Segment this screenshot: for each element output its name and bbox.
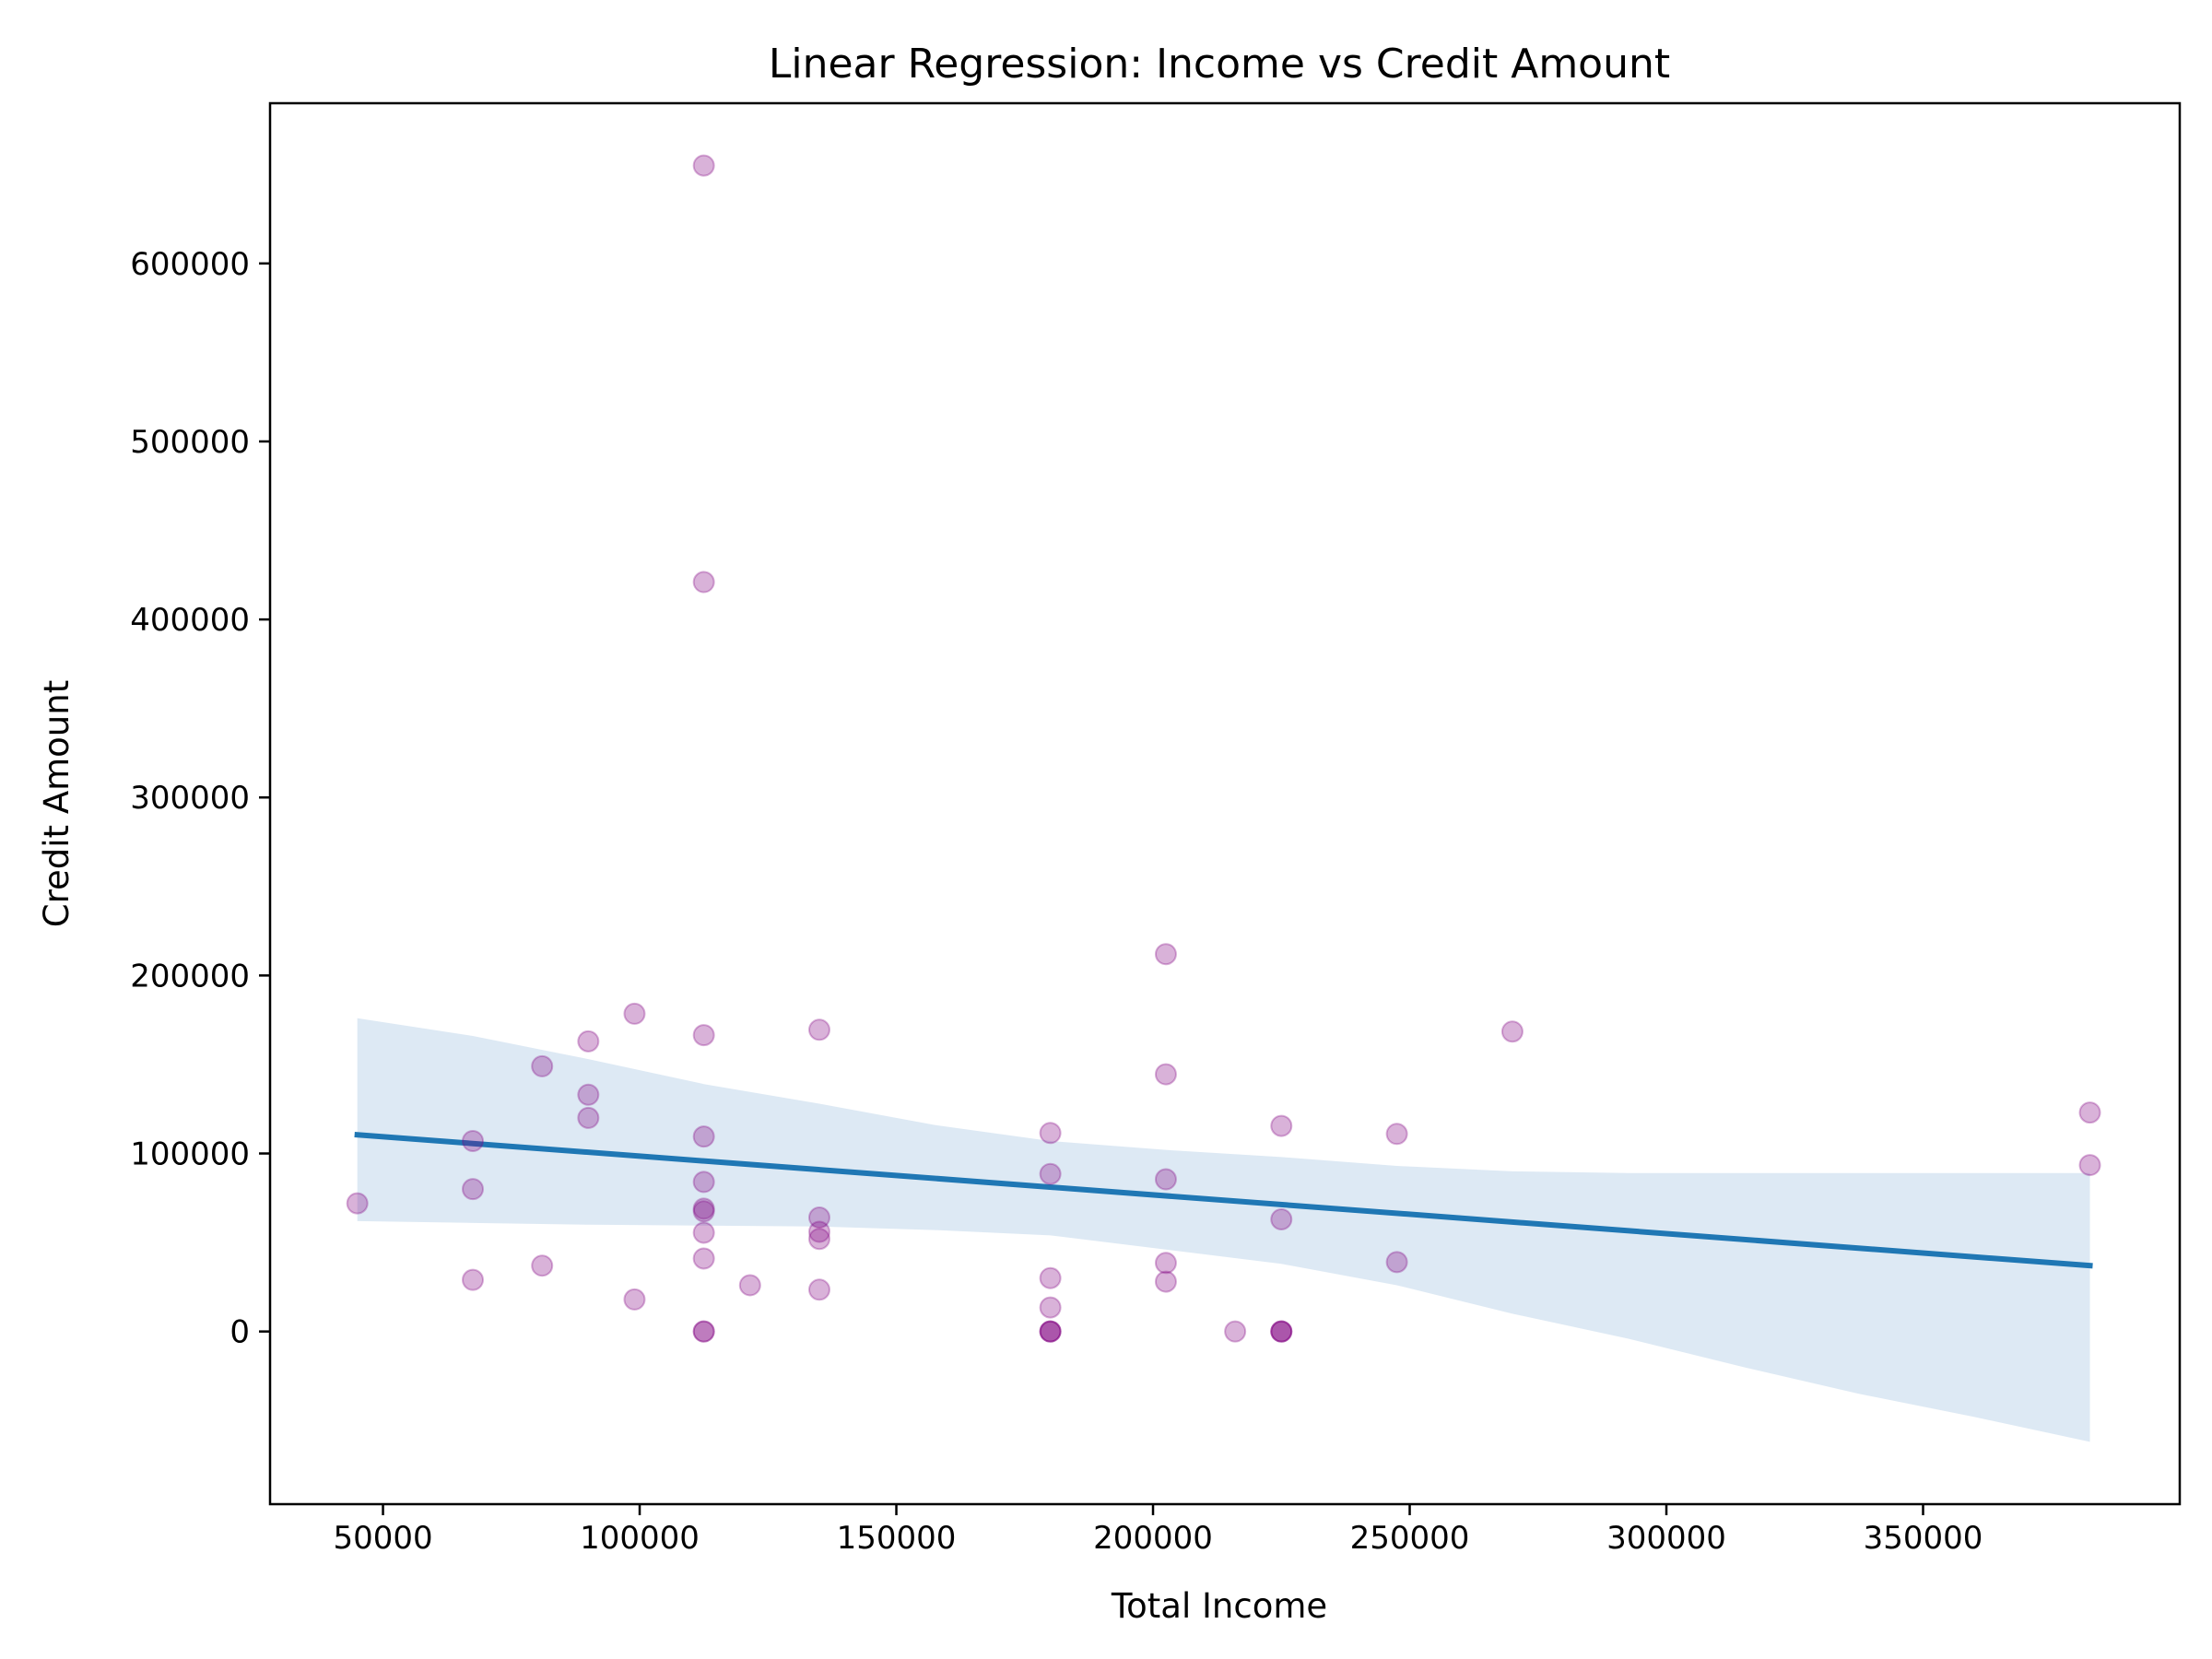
y-axis-label: Credit Amount: [37, 680, 76, 927]
scatter-point: [692, 1320, 715, 1343]
x-axis-ticks: 50000 100000 150000 200000 250000 300000 35000…: [333, 1504, 1983, 1557]
scatter-point: [692, 1200, 715, 1223]
y-tick-label: 200000: [130, 958, 250, 994]
scatter-point: [692, 571, 715, 594]
scatter-point: [1270, 1320, 1293, 1343]
scatter-point: [1270, 1207, 1293, 1230]
scatter-point: [1154, 1168, 1177, 1191]
scatter-point: [692, 1125, 715, 1148]
chart-title: Linear Regression: Income vs Credit Amou…: [769, 41, 1670, 88]
scatter-point: [623, 1002, 646, 1025]
y-tick-label: 600000: [130, 246, 250, 283]
regression-line: [354, 1132, 2093, 1269]
scatter-point: [1385, 1123, 1408, 1146]
scatter-points-layer: [346, 154, 2101, 1343]
scatter-point: [1270, 1320, 1293, 1343]
scatter-point: [1039, 1162, 1062, 1185]
regression-line-layer: [354, 1132, 2093, 1269]
scatter-point: [1154, 1270, 1177, 1293]
scatter-point: [577, 1106, 600, 1129]
y-axis-ticks: 0 100000 200000 300000 400000 500000 600000: [130, 246, 270, 1351]
confidence-band: [357, 1018, 2090, 1442]
scatter-point: [531, 1054, 554, 1077]
scatter-point: [462, 1129, 485, 1152]
scatter-point: [462, 1178, 485, 1201]
scatter-point: [1154, 1252, 1177, 1275]
y-tick-label: 100000: [130, 1136, 250, 1173]
scatter-point: [2078, 1154, 2101, 1177]
x-tick-label: 50000: [333, 1520, 432, 1557]
x-tick-label: 200000: [1093, 1520, 1213, 1557]
scatter-point: [807, 1220, 830, 1243]
x-tick-label: 150000: [837, 1520, 957, 1557]
scatter-point: [1154, 943, 1177, 966]
scatter-point: [1270, 1114, 1293, 1137]
scatter-point: [738, 1274, 761, 1297]
scatter-point: [577, 1030, 600, 1053]
x-tick-label: 300000: [1606, 1520, 1726, 1557]
scatter-point: [1270, 1320, 1293, 1343]
scatter-point: [692, 1221, 715, 1244]
scatter-point: [1385, 1251, 1408, 1274]
x-tick-label: 350000: [1864, 1520, 1983, 1557]
scatter-point: [692, 1320, 715, 1343]
scatter-point: [692, 1024, 715, 1047]
scatter-point: [807, 1228, 830, 1251]
confidence-band-layer: [357, 1018, 2090, 1442]
scatter-point: [462, 1268, 485, 1291]
scatter-point: [1039, 1296, 1062, 1319]
x-tick-label: 100000: [580, 1520, 700, 1557]
scatter-point: [692, 1171, 715, 1194]
scatter-point: [1039, 1122, 1062, 1145]
x-tick-label: 250000: [1350, 1520, 1470, 1557]
plot-area-frame: [268, 101, 2182, 1506]
scatter-point: [1039, 1320, 1062, 1343]
scatter-point: [1039, 1320, 1062, 1343]
scatter-point: [2078, 1101, 2101, 1124]
scatter-point: [531, 1254, 554, 1277]
scatter-point: [692, 1247, 715, 1270]
scatter-point: [1039, 1320, 1062, 1343]
y-tick-label: 0: [229, 1314, 250, 1351]
y-tick-label: 300000: [130, 780, 250, 817]
scatter-point: [346, 1192, 369, 1215]
scatter-point: [692, 1197, 715, 1220]
scatter-point: [1039, 1266, 1062, 1289]
scatter-point: [623, 1288, 646, 1311]
y-tick-label: 400000: [130, 602, 250, 639]
scatter-point: [1500, 1020, 1524, 1043]
scatter-point: [807, 1278, 830, 1301]
scatter-point: [807, 1206, 830, 1230]
x-axis-label: Total Income: [1111, 1586, 1327, 1626]
scatter-point: [807, 1018, 830, 1041]
scatter-point: [1154, 1063, 1177, 1086]
scatter-point: [577, 1083, 600, 1106]
scatter-point: [692, 154, 715, 177]
y-tick-label: 500000: [130, 424, 250, 461]
scatter-point: [1224, 1320, 1247, 1343]
